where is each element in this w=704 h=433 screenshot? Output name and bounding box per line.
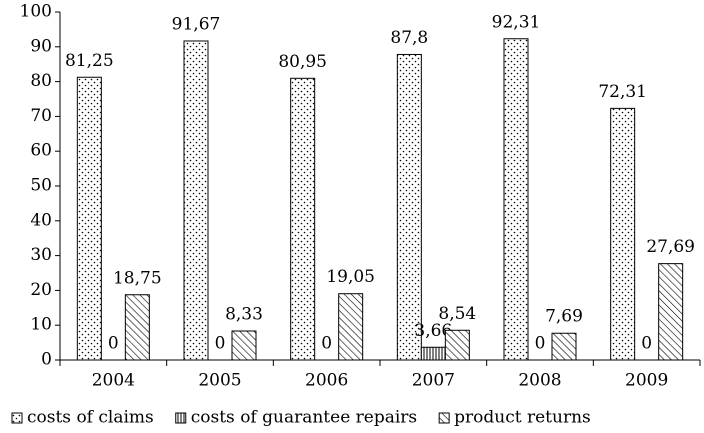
y-tick-label: 0 [41, 350, 52, 370]
bar [76, 76, 102, 361]
y-tick-label: 50 [30, 176, 52, 196]
y-tick-label: 90 [30, 36, 52, 56]
bar [183, 40, 209, 361]
bar [396, 53, 422, 361]
legend-label: product returns [454, 408, 591, 428]
bar [338, 293, 364, 361]
legend-label: costs of guarantee repairs [191, 408, 417, 428]
x-tick-label: 2007 [412, 371, 455, 391]
value-label: 0 [215, 334, 226, 354]
legend-label: costs of claims [27, 408, 154, 428]
bar [290, 77, 316, 361]
x-tick-label: 2008 [518, 371, 561, 391]
value-label: 7,69 [545, 307, 583, 327]
value-label: 0 [321, 334, 332, 354]
y-tick-label: 80 [30, 71, 52, 91]
x-tick-label: 2004 [92, 371, 135, 391]
legend-swatch [438, 412, 450, 424]
bar [551, 332, 577, 361]
value-label: 8,54 [438, 304, 476, 324]
value-label: 27,69 [646, 237, 695, 257]
bar [658, 263, 684, 361]
legend-swatch [175, 412, 187, 424]
y-tick-label: 100 [20, 2, 52, 22]
value-label: 18,75 [113, 268, 162, 288]
value-label: 91,67 [172, 14, 221, 34]
bar [420, 346, 446, 361]
value-label: 81,25 [65, 51, 114, 71]
value-label: 87,8 [390, 28, 428, 48]
value-label: 92,31 [492, 12, 541, 32]
bar [124, 294, 150, 361]
value-label: 72,31 [598, 82, 647, 102]
bar [503, 38, 529, 361]
y-tick-label: 20 [30, 280, 52, 300]
bar [444, 329, 470, 361]
bar [231, 330, 257, 361]
legend-swatch [11, 412, 23, 424]
value-label: 8,33 [225, 305, 263, 325]
bar [610, 107, 636, 361]
value-label: 19,05 [326, 267, 375, 287]
value-label: 80,95 [278, 52, 327, 72]
y-tick-label: 10 [30, 315, 52, 335]
x-tick-label: 2005 [198, 371, 241, 391]
value-label: 0 [535, 334, 546, 354]
y-tick-label: 70 [30, 106, 52, 126]
value-label: 0 [641, 334, 652, 354]
value-label: 3,66 [414, 321, 452, 341]
x-tick-label: 2009 [625, 371, 668, 391]
y-tick-label: 30 [30, 245, 52, 265]
value-label: 0 [108, 334, 119, 354]
x-tick-label: 2006 [305, 371, 348, 391]
y-tick-label: 60 [30, 141, 52, 161]
y-tick-label: 40 [30, 210, 52, 230]
